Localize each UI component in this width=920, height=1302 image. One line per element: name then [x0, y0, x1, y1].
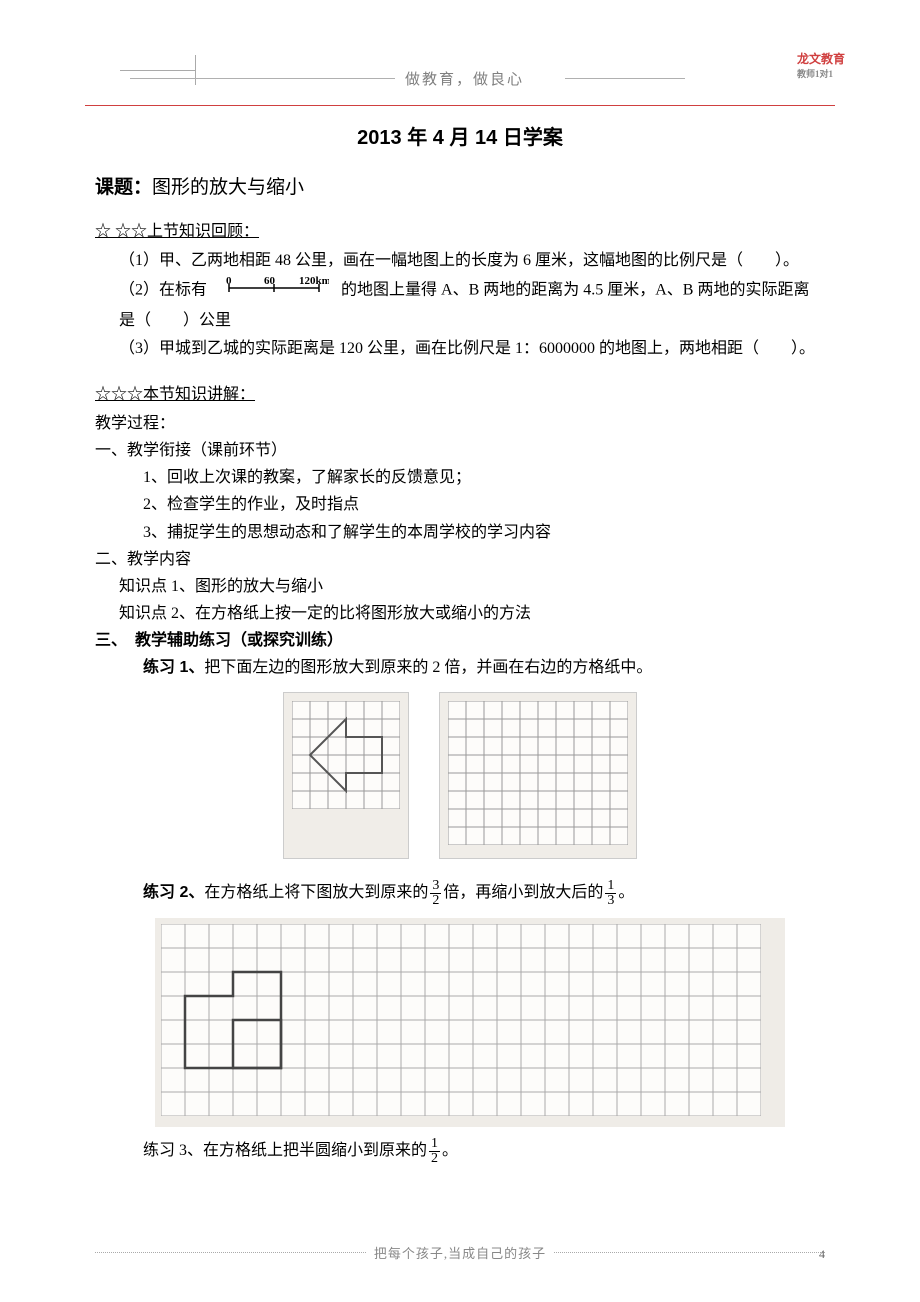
ex2-label: 练习 2、 — [143, 884, 204, 901]
footer-text: 把每个孩子,当成自己的孩子 — [374, 1243, 546, 1262]
ex2-pre: 在方格纸上将下图放大到原来的 — [204, 884, 428, 901]
ex1-grids — [95, 692, 825, 859]
ex2-grid — [155, 918, 785, 1127]
page-number: 4 — [819, 1247, 825, 1262]
section-1-2: 2、检查学生的作业，及时指点 — [95, 491, 825, 518]
ex1-label: 练习 1、 — [143, 659, 204, 676]
header-rule-right — [565, 78, 685, 79]
q2-pre: （2）在标有 — [119, 281, 207, 298]
ex1-text: 把下面左边的图形放大到原来的 2 倍，并画在右边的方格纸中。 — [204, 659, 652, 676]
exercise-1: 练习 1、把下面左边的图形放大到原来的 2 倍，并画在右边的方格纸中。 — [95, 654, 825, 681]
review-heading: ☆ ☆☆上节知识回顾： — [95, 217, 825, 241]
review-q2: （2）在标有 0 60 120km 的地图上量得 A、B 两地的距离为 4.5 … — [95, 274, 825, 334]
section-1-3: 3、捕捉学生的思想动态和了解学生的本周学校的学习内容 — [95, 519, 825, 546]
footer-rule-right — [554, 1252, 825, 1253]
ex3-frac: 12 — [429, 1137, 440, 1166]
grid-small-svg — [292, 701, 400, 809]
section-3: 三、 教学辅助练习（或探究训练） — [95, 627, 825, 654]
section-2-2: 知识点 2、在方格纸上按一定的比将图形放大或缩小的方法 — [95, 600, 825, 627]
ex3-post: 。 — [442, 1142, 458, 1159]
page-footer: 把每个孩子,当成自己的孩子 4 — [65, 1243, 855, 1262]
ex2-mid: 倍，再缩小到放大后的 — [443, 884, 603, 901]
content-area: 2013 年 4 月 14 日学案 课题：图形的放大与缩小 ☆ ☆☆上节知识回顾… — [65, 121, 855, 1166]
page-title: 2013 年 4 月 14 日学案 — [95, 121, 825, 150]
review-q1: （1）甲、乙两地相距 48 公里，画在一幅地图上的长度为 6 厘米，这幅地图的比… — [95, 247, 825, 274]
ex3-label: 练习 3、 — [143, 1142, 203, 1159]
section-1: 一、教学衔接（课前环节） — [95, 437, 825, 464]
section-2: 二、教学内容 — [95, 546, 825, 573]
explain-heading: ☆☆☆本节知识讲解： — [95, 380, 825, 404]
ex2-frac2: 13 — [605, 879, 616, 908]
section-2-1: 知识点 1、图形的放大与缩小 — [95, 573, 825, 600]
scale-ruler-icon: 0 60 120km — [219, 274, 329, 307]
ex2-frac1: 32 — [430, 879, 441, 908]
exercise-2: 练习 2、在方格纸上将下图放大到原来的32倍，再缩小到放大后的13。 — [95, 879, 825, 908]
topic-value: 图形的放大与缩小 — [152, 177, 304, 198]
header-rule-left — [130, 78, 395, 79]
brand-logo: 龙文教育 教师1对1 — [797, 50, 845, 80]
grid-large-svg — [448, 701, 628, 845]
ex1-grid-small — [283, 692, 409, 859]
header-divider — [85, 105, 835, 106]
review-q3: （3）甲城到乙城的实际距离是 120 公里，画在比例尺是 1：6000000 的… — [95, 335, 825, 362]
topic-line: 课题：图形的放大与缩小 — [95, 172, 825, 199]
section-1-1: 1、回收上次课的教案，了解家长的反馈意见； — [95, 464, 825, 491]
ex3-pre: 在方格纸上把半圆缩小到原来的 — [203, 1142, 427, 1159]
svg-text:120km: 120km — [299, 275, 329, 287]
grid-wide-svg — [161, 924, 761, 1116]
ex2-post: 。 — [618, 884, 634, 901]
logo-text: 龙文教育 — [797, 52, 845, 66]
page-header: 做教育，做良心 龙文教育 教师1对1 — [65, 60, 855, 100]
ex1-grid-large — [439, 692, 637, 859]
exercise-3: 练习 3、在方格纸上把半圆缩小到原来的12。 — [95, 1137, 825, 1166]
topic-label: 课题： — [95, 177, 152, 198]
logo-subtext: 教师1对1 — [797, 67, 845, 80]
header-tick-h — [120, 70, 195, 71]
footer-rule-left — [95, 1252, 366, 1253]
proc-label: 教学过程： — [95, 410, 825, 437]
header-tick-v — [195, 55, 196, 85]
header-motto: 做教育，做良心 — [405, 68, 524, 89]
